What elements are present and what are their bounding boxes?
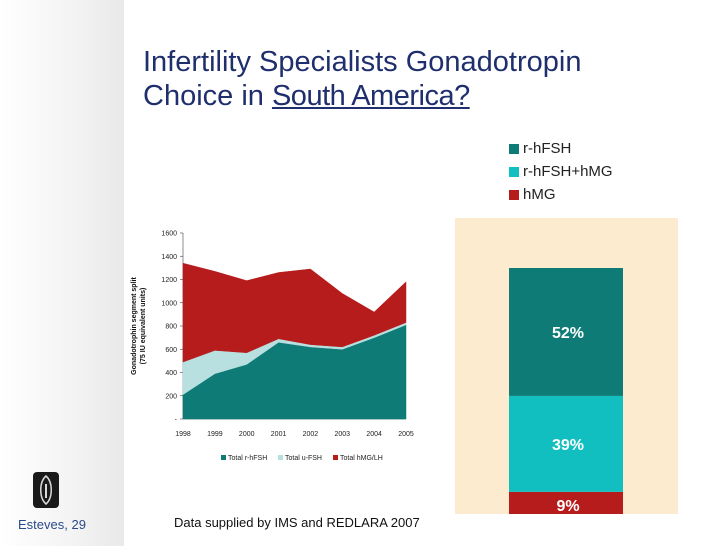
legend-swatch [509, 166, 519, 177]
author-footer: Esteves, 29 [18, 517, 86, 532]
area-legend-label: Total u-FSH [285, 455, 322, 462]
x-tick-label: 1998 [175, 431, 191, 438]
y-tick-label: 1200 [161, 277, 177, 284]
sidebar-background [0, 0, 124, 546]
x-tick-label: 1999 [207, 431, 223, 438]
legend-item-hmg: hMG [509, 183, 613, 206]
title-prefix: Choice in [143, 80, 272, 112]
title-link[interactable]: South America? [271, 80, 470, 112]
x-tick-label: 2005 [398, 431, 414, 438]
area-legend-label: Total r-hFSH [228, 455, 267, 462]
y-tick-label: - [175, 417, 178, 424]
bar-segment-r-hfsh [509, 268, 623, 396]
area-legend-label: Total hMG/LH [340, 455, 383, 462]
bar-segment-hmg [509, 491, 623, 514]
page-title: Infertility Specialists Gonadotropin Cho… [143, 45, 703, 113]
x-tick-label: 2004 [366, 431, 382, 438]
y-tick-label: 600 [165, 347, 177, 354]
y-tick-label: 800 [165, 324, 177, 331]
legend-swatch [509, 189, 519, 200]
bar-data-label: 39% [552, 437, 584, 454]
y-tick-label: 1400 [161, 254, 177, 261]
x-tick-label: 2001 [271, 431, 287, 438]
logo-icon [33, 472, 59, 508]
y-tick-label: 200 [165, 393, 177, 400]
area-legend-swatch [333, 455, 338, 460]
legend-label: hMG [523, 186, 556, 203]
legend-label: r-hFSH [523, 140, 572, 157]
x-tick-label: 2002 [303, 431, 319, 438]
area-legend-swatch [278, 455, 283, 460]
bar-data-label: 52% [552, 325, 584, 342]
bar-legend: r-hFSH r-hFSH+hMG hMG [509, 137, 613, 206]
source-note: Data supplied by IMS and REDLARA 2007 [174, 515, 420, 530]
y-tick-label: 400 [165, 370, 177, 377]
bar-data-label: 9% [556, 498, 579, 515]
title-line-2: Choice in South America? [143, 79, 703, 113]
legend-label: r-hFSH+hMG [523, 163, 613, 180]
y-axis-title-line1: Gonadotrophin segment split [131, 277, 138, 375]
title-line-1: Infertility Specialists Gonadotropin [143, 46, 582, 78]
y-axis-title: Gonadotrophin segment split (75 IU equiva… [131, 277, 147, 375]
y-tick-label: 1000 [161, 300, 177, 307]
area-legend-swatch [221, 455, 226, 460]
bar-segment-r-hfsh-hmg [509, 395, 623, 492]
legend-item-rhfsh: r-hFSH [509, 137, 613, 160]
legend-item-rhfsh-hmg: r-hFSH+hMG [509, 160, 613, 183]
y-tick-label: 1600 [161, 231, 177, 238]
legend-swatch [509, 143, 519, 154]
y-axis-title-line2: (75 IU equivalent units) [140, 288, 147, 365]
x-tick-label: 2000 [239, 431, 255, 438]
area-series-2 [182, 262, 407, 363]
x-tick-label: 2003 [334, 431, 350, 438]
